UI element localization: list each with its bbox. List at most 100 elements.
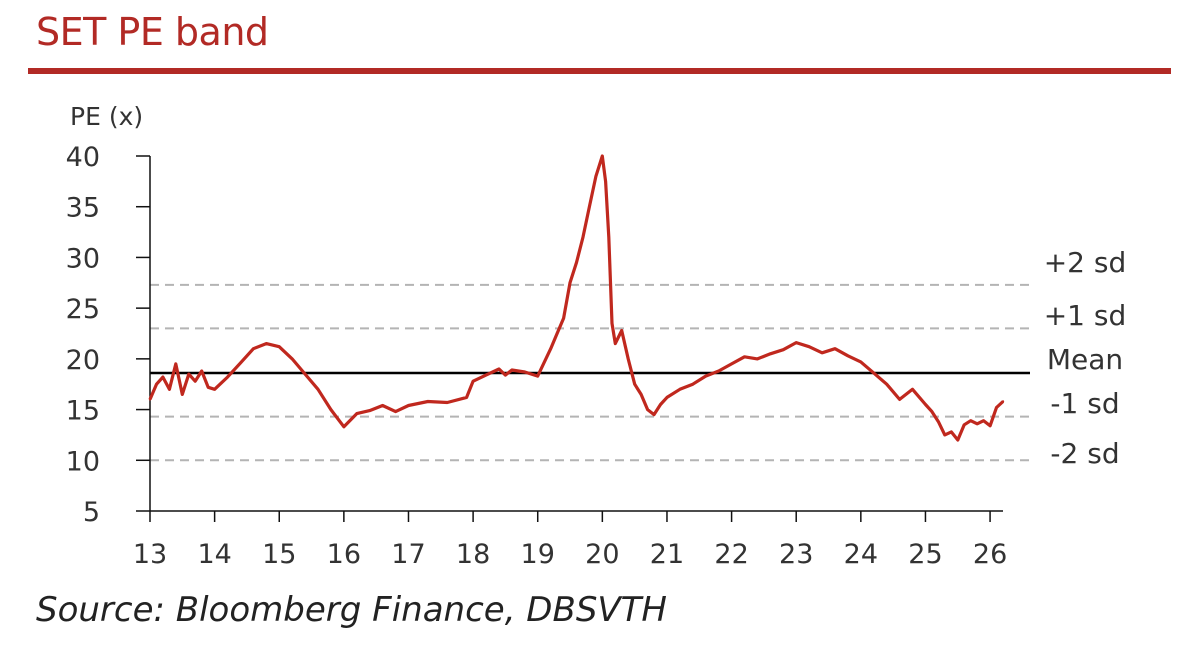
pe-data-point: [730, 362, 733, 366]
pe-data-point: [187, 372, 190, 376]
pe-data-point: [239, 361, 242, 365]
pe-data-point: [652, 413, 656, 416]
pe-data-point: [665, 396, 669, 399]
pe-data-point: [562, 317, 565, 320]
pe-data-point: [194, 380, 197, 383]
x-tick-label: 21: [650, 539, 684, 570]
pe-data-point: [148, 398, 152, 401]
pe-data-point: [937, 420, 940, 423]
pe-data-point: [200, 369, 203, 373]
pe-data-point: [885, 383, 888, 386]
pe-data-point: [252, 347, 255, 350]
pe-data-point: [820, 351, 824, 354]
pe-data-point: [207, 386, 210, 389]
pe-data-point: [497, 367, 501, 371]
pe-data-point: [342, 425, 346, 428]
pe-data-point: [291, 357, 294, 361]
pe-data-point: [155, 383, 158, 386]
pe-data-point: [924, 403, 927, 406]
pe-data-point: [898, 398, 901, 401]
pe-data-point: [769, 352, 772, 355]
pe-data-point: [594, 175, 598, 178]
pe-data-point: [659, 403, 662, 406]
pe-data-point: [995, 406, 998, 409]
pe-data-point: [303, 372, 307, 376]
pe-data-point: [549, 347, 552, 350]
pe-data-point: [226, 375, 229, 379]
pe-data-point: [969, 419, 972, 422]
pe-data-point: [355, 412, 358, 415]
pe-data-point: [161, 375, 165, 379]
pe-data-point: [168, 388, 171, 391]
band-label: +2 sd: [1044, 246, 1127, 279]
x-tick-label: 13: [133, 539, 167, 570]
pe-data-point: [555, 332, 559, 335]
pe-data-point: [743, 355, 746, 358]
pe-data-point: [833, 347, 837, 350]
pe-data-point: [601, 154, 604, 158]
x-tick-label: 22: [714, 539, 748, 570]
x-tick-label: 23: [779, 539, 813, 570]
pe-data-point: [484, 373, 488, 377]
pe-data-point: [510, 368, 514, 372]
pe-data-point: [607, 235, 610, 239]
pe-data-point: [1001, 400, 1005, 403]
pe-data-point: [633, 383, 636, 386]
band-label: +1 sd: [1044, 299, 1127, 332]
x-tick-label: 20: [585, 539, 619, 570]
pe-data-point: [911, 388, 914, 391]
chart-title: SET PE band: [36, 10, 269, 54]
x-tick-label: 19: [521, 539, 555, 570]
pe-data-point: [581, 235, 585, 239]
pe-data-point: [568, 281, 572, 284]
x-tick-label: 26: [973, 539, 1007, 570]
pe-data-point: [782, 348, 785, 351]
pe-data-point: [368, 409, 371, 412]
y-tick-label: 5: [83, 497, 100, 528]
pe-data-point: [691, 383, 694, 386]
pe-data-point: [943, 433, 946, 437]
pe-data-point: [213, 388, 216, 391]
pe-data-point: [963, 423, 966, 426]
pe-data-point: [859, 360, 862, 364]
pe-data-point: [174, 362, 177, 366]
pe-data-point: [523, 370, 526, 374]
pe-data-point: [678, 388, 682, 391]
pe-data-point: [717, 369, 720, 373]
pe-data-point: [988, 424, 992, 427]
pe-data-point: [329, 408, 333, 411]
pe-data-point: [181, 393, 184, 396]
x-tick-label: 17: [391, 539, 425, 570]
pe-data-point: [704, 374, 707, 378]
pe-data-point: [446, 401, 449, 404]
pe-data-point: [278, 345, 281, 348]
pe-data-point: [627, 357, 630, 361]
pe-data-point: [316, 388, 320, 391]
y-tick-label: 10: [66, 446, 100, 477]
pe-data-point: [639, 393, 643, 396]
x-tick-label: 15: [262, 539, 296, 570]
pe-data-point: [471, 380, 475, 383]
pe-data-point: [575, 261, 578, 264]
pe-data-point: [976, 422, 979, 425]
pe-data-point: [646, 408, 649, 411]
x-tick-label: 14: [197, 539, 231, 570]
band-label: Mean: [1047, 343, 1123, 376]
x-tick-label: 25: [908, 539, 942, 570]
y-tick-label: 40: [66, 142, 100, 173]
pe-data-point: [982, 419, 985, 422]
pe-data-point: [956, 438, 959, 442]
pe-data-point: [394, 410, 397, 413]
pe-data-point: [930, 410, 934, 413]
band-label: -2 sd: [1050, 437, 1119, 470]
x-tick-label: 18: [456, 539, 490, 570]
y-tick-label: 30: [66, 243, 100, 274]
pe-data-point: [846, 354, 850, 357]
pe-data-point: [620, 329, 623, 332]
pe-data-point: [614, 342, 617, 345]
y-tick-label: 20: [66, 345, 100, 376]
x-tick-label: 16: [327, 539, 361, 570]
y-tick-label: 35: [66, 193, 100, 224]
pe-data-point: [407, 404, 410, 407]
